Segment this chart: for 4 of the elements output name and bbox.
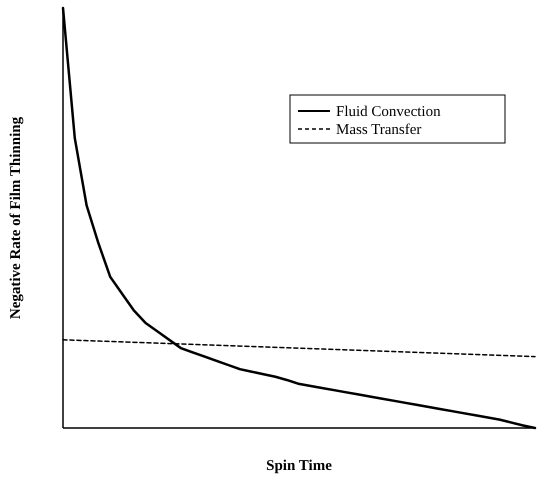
legend-label: Mass Transfer: [336, 122, 422, 138]
legend-label: Fluid Convection: [336, 104, 442, 120]
x-axis-title: Spin Time: [266, 458, 332, 474]
y-axis-title: Negative Rate of Film Thinning: [8, 116, 24, 320]
